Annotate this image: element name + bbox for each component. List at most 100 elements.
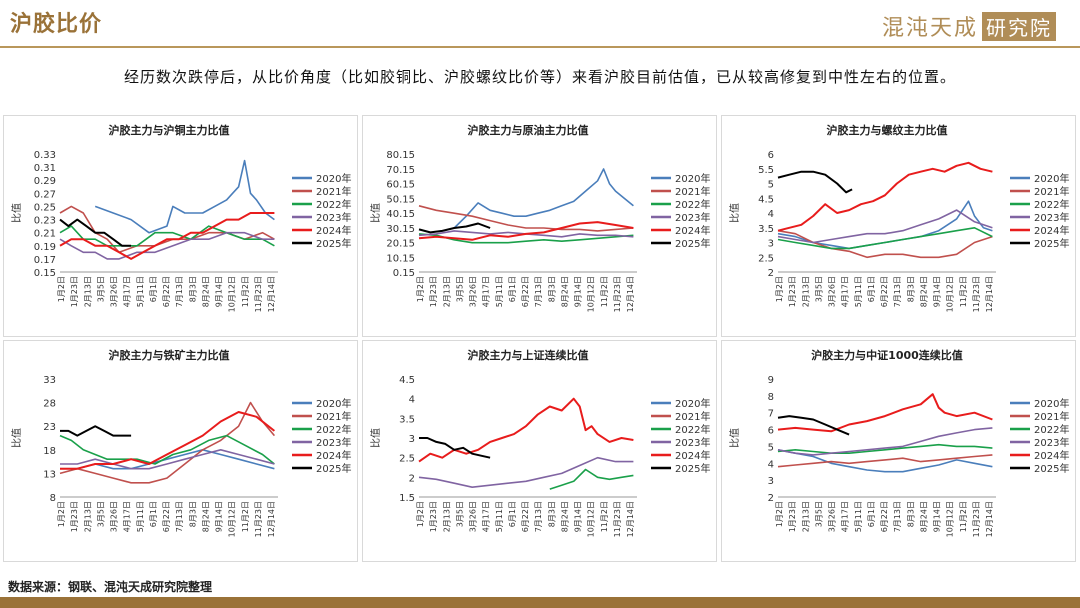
x-tick-label: 7月13日 (893, 276, 902, 307)
x-tick-label: 12月14日 (626, 276, 635, 312)
x-tick-label: 9月14日 (215, 276, 224, 307)
x-tick-label: 2月13日 (801, 501, 810, 532)
y-tick-label: 2 (768, 493, 774, 504)
y-tick-label: 0.17 (34, 255, 56, 266)
legend-label: 2024年 (675, 449, 710, 462)
y-axis-label: 比值 (10, 203, 23, 223)
legend-label: 2023年 (1034, 436, 1069, 449)
x-tick-label: 11月2日 (600, 501, 609, 532)
series-line-2025 (418, 222, 491, 234)
y-tick-label: 20.15 (386, 239, 415, 250)
y-tick-label: 13 (43, 469, 56, 480)
series-line-2022 (549, 468, 634, 490)
x-tick-label: 8月3日 (188, 501, 197, 527)
x-tick-label: 8月24日 (201, 501, 210, 532)
y-tick-label: 2.5 (758, 253, 774, 264)
y-axis-label: 比值 (10, 428, 23, 448)
x-tick-label: 11月2日 (241, 501, 250, 532)
x-tick-label: 3月5日 (96, 501, 105, 527)
series-line-2024 (60, 411, 276, 470)
legend-label: 2020年 (675, 397, 710, 410)
logo-box: 研究院 (982, 12, 1056, 41)
x-tick-label: 12月14日 (267, 501, 276, 537)
series-line-2025 (59, 218, 132, 247)
y-tick-label: 80.15 (386, 150, 415, 161)
x-tick-label: 2月13日 (801, 276, 810, 307)
series-line-2022 (777, 443, 993, 454)
x-tick-label: 8月24日 (919, 276, 928, 307)
legend-label: 2023年 (675, 436, 710, 449)
y-tick-label: 3.5 (399, 414, 415, 425)
header-divider (0, 46, 1080, 48)
y-tick-label: 0.25 (34, 202, 56, 213)
legend-label: 2022年 (316, 423, 351, 436)
y-tick-label: 5.5 (758, 165, 774, 176)
x-tick-label: 9月14日 (574, 276, 583, 307)
x-tick-label: 8月3日 (906, 276, 915, 302)
y-axis-label: 比值 (369, 203, 382, 223)
legend-label: 2020年 (675, 172, 710, 185)
y-tick-label: 70.15 (386, 165, 415, 176)
x-tick-label: 12月14日 (985, 276, 994, 312)
legend-label: 2021年 (316, 185, 351, 198)
legend-label: 2025年 (1034, 237, 1069, 250)
x-tick-label: 3月5日 (455, 501, 464, 527)
x-tick-label: 4月17日 (841, 276, 850, 307)
x-tick-label: 2月13日 (83, 276, 92, 307)
x-tick-label: 5月11日 (495, 501, 504, 532)
legend-label: 2024年 (316, 449, 351, 462)
x-tick-label: 3月26日 (469, 501, 478, 532)
series-line-2024 (418, 221, 634, 241)
series-line-2020 (453, 168, 634, 229)
x-tick-label: 6月22日 (880, 501, 889, 532)
legend-label: 2020年 (1034, 397, 1069, 410)
x-tick-label: 1月23日 (788, 276, 797, 307)
legend-label: 2020年 (316, 397, 351, 410)
x-tick-label: 3月5日 (455, 276, 464, 302)
chart-title: 沪胶主力与中证1000连续比值 (811, 348, 963, 362)
x-tick-label: 1月23日 (70, 276, 79, 307)
y-tick-label: 0.15 (393, 268, 415, 279)
chart-rubber-copper: 沪胶主力与沪铜主力比值 0.33 0.31 0.29 0.27 0.25 0.23 0.21 0… (10, 123, 351, 312)
x-tick-label: 7月13日 (175, 501, 184, 532)
legend-label: 2021年 (1034, 410, 1069, 423)
x-tick-label: 5月11日 (854, 276, 863, 307)
legend-label: 2023年 (1034, 211, 1069, 224)
series-line-2023 (418, 456, 634, 488)
x-tick-label: 8月3日 (906, 501, 915, 527)
x-tick-label: 5月11日 (495, 276, 504, 307)
x-tick-label: 11月23日 (613, 501, 622, 537)
chart-rubber-iron-ore: 沪胶主力与铁矿主力比值 33 28 23 18 13 8 比值 1月2日 1月23日 2月13日 3月… (10, 348, 351, 537)
legend-label: 2020年 (316, 172, 351, 185)
y-tick-label: 0.27 (34, 189, 56, 200)
chart-panel-rubber-rebar: 沪胶主力与螺纹主力比值 6 5.5 5 4.5 4 3.5 3 2.5 2 比值 1月2日 1月23日 2… (721, 115, 1076, 337)
x-tick-label: 3月26日 (828, 501, 837, 532)
series-line-2021 (777, 454, 993, 468)
legend-label: 2024年 (675, 224, 710, 237)
x-tick-label: 6月22日 (162, 276, 171, 307)
legend-label: 2024年 (1034, 224, 1069, 237)
x-tick-label: 1月2日 (416, 501, 425, 527)
y-tick-label: 0.19 (34, 242, 56, 253)
series-line-2025 (777, 170, 853, 194)
logo-text: 混沌天成 (881, 16, 978, 41)
x-tick-label: 10月12日 (228, 501, 237, 537)
series-line-2023 (777, 209, 993, 244)
x-tick-label: 8月24日 (201, 276, 210, 307)
x-tick-label: 8月3日 (547, 501, 556, 527)
legend-label: 2020年 (1034, 172, 1069, 185)
y-tick-label: 4.5 (399, 375, 415, 386)
y-tick-label: 4 (409, 395, 415, 406)
legend-label: 2022年 (1034, 423, 1069, 436)
series-line-2021 (59, 401, 276, 484)
data-source-note: 数据来源：钢联、混沌天成研究院整理 (8, 580, 213, 594)
x-tick-label: 9月14日 (933, 276, 942, 307)
series-line-2022 (777, 227, 993, 250)
y-tick-label: 0.29 (34, 176, 56, 187)
y-tick-label: 4.5 (758, 194, 774, 205)
legend-label: 2024年 (316, 224, 351, 237)
x-tick-label: 3月26日 (469, 276, 478, 307)
x-tick-label: 12月14日 (985, 501, 994, 537)
series-line-2023 (60, 449, 275, 470)
x-tick-label: 10月12日 (946, 276, 955, 312)
